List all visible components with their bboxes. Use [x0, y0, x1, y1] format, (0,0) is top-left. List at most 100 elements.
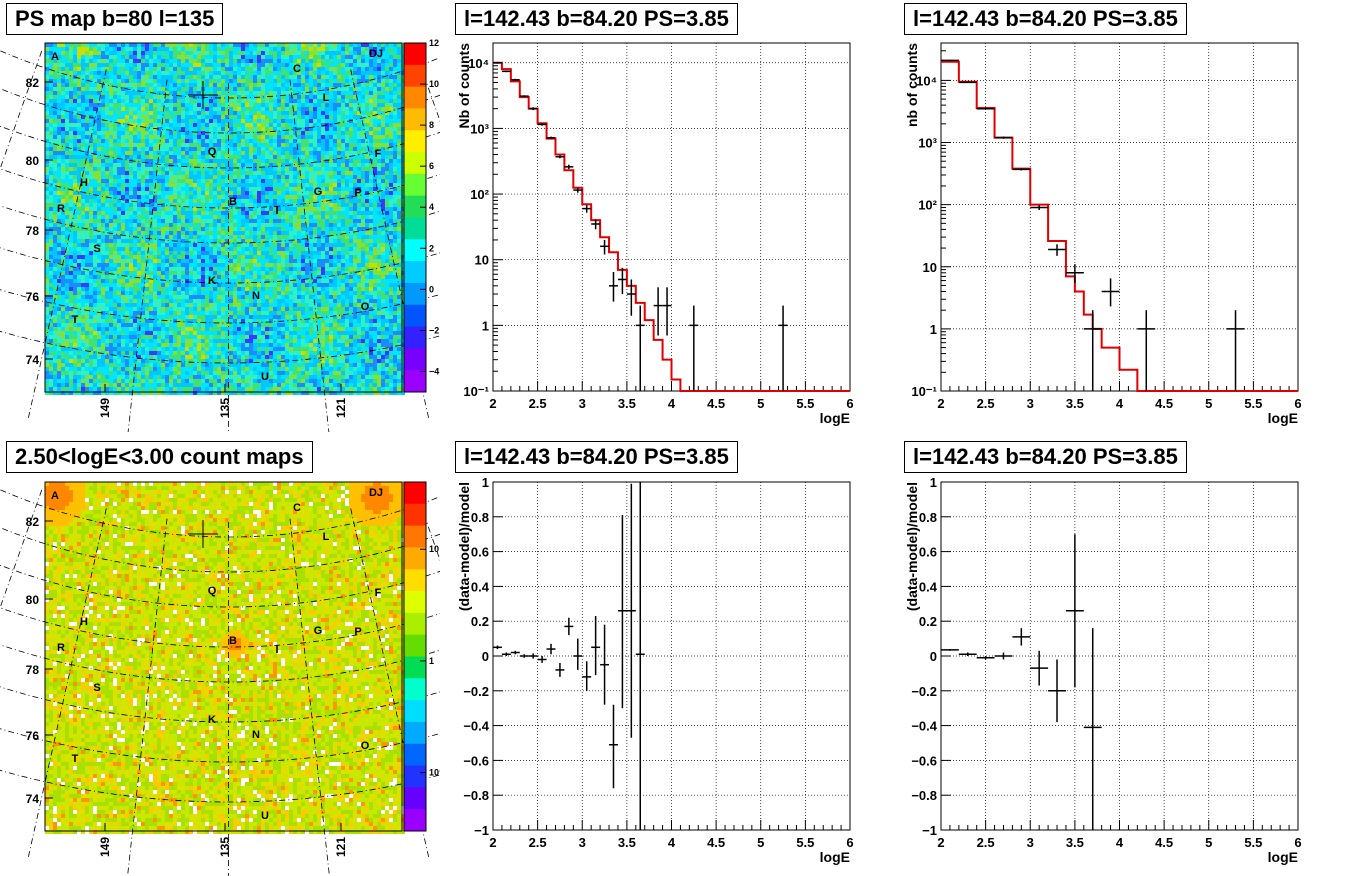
map-pixel	[217, 171, 221, 175]
map-pixel	[109, 239, 113, 243]
map-pixel	[209, 55, 213, 59]
map-pixel	[53, 175, 57, 179]
map-pixel	[377, 63, 381, 67]
map-pixel	[289, 151, 293, 155]
map-pixel	[93, 239, 97, 243]
map-pixel	[373, 179, 377, 183]
map-pixel	[257, 219, 261, 223]
map-pixel	[129, 75, 133, 79]
map-pixel	[117, 115, 121, 119]
map-pixel	[309, 67, 313, 71]
map-pixel	[249, 111, 253, 115]
map-pixel	[365, 251, 369, 255]
map-pixel	[261, 247, 265, 251]
map-pixel	[277, 143, 281, 147]
map-pixel	[365, 255, 369, 259]
map-pixel	[153, 67, 157, 71]
map-pixel	[145, 219, 149, 223]
map-pixel	[117, 163, 121, 167]
map-pixel	[313, 159, 317, 163]
map-pixel	[245, 47, 249, 51]
map-pixel	[45, 135, 49, 139]
map-pixel	[321, 231, 325, 235]
map-pixel	[229, 215, 233, 219]
map-pixel	[45, 71, 49, 75]
map-pixel	[237, 215, 241, 219]
map-pixel	[241, 155, 245, 159]
map-pixel	[45, 223, 49, 227]
map-pixel	[389, 63, 393, 67]
map-pixel	[61, 195, 65, 199]
map-pixel	[365, 111, 369, 115]
map-pixel	[49, 107, 53, 111]
map-pixel	[225, 235, 229, 239]
map-pixel	[293, 199, 297, 203]
map-pixel	[193, 231, 197, 235]
map-pixel	[397, 163, 401, 167]
map-pixel	[193, 83, 197, 87]
map-pixel	[353, 235, 357, 239]
map-pixel	[45, 59, 49, 63]
map-pixel	[125, 123, 129, 127]
map-pixel	[197, 43, 201, 47]
map-pixel	[389, 211, 393, 215]
map-pixel	[381, 159, 385, 163]
map-pixel	[117, 63, 121, 67]
map-pixel	[97, 55, 101, 59]
map-pixel	[325, 183, 329, 187]
map-pixel	[241, 127, 245, 131]
map-pixel	[69, 163, 73, 167]
map-pixel	[49, 163, 53, 167]
map-pixel	[89, 55, 93, 59]
map-pixel	[149, 235, 153, 239]
map-pixel	[97, 187, 101, 191]
map-pixel	[189, 191, 193, 195]
map-pixel	[213, 127, 217, 131]
map-pixel	[213, 251, 217, 255]
map-pixel	[293, 127, 297, 131]
map-pixel	[337, 75, 341, 79]
map-pixel	[345, 115, 349, 119]
map-pixel	[381, 115, 385, 119]
map-pixel	[293, 75, 297, 79]
map-pixel	[325, 231, 329, 235]
map-pixel	[181, 235, 185, 239]
map-pixel	[77, 131, 81, 135]
map-pixel	[133, 71, 137, 75]
map-pixel	[49, 207, 53, 211]
map-pixel	[313, 83, 317, 87]
map-pixel	[101, 115, 105, 119]
map-pixel	[289, 131, 293, 135]
map-pixel	[341, 251, 345, 255]
map-pixel	[177, 127, 181, 131]
map-pixel	[145, 55, 149, 59]
map-pixel	[401, 47, 405, 51]
map-pixel	[109, 95, 113, 99]
map-pixel	[109, 119, 113, 123]
map-pixel	[129, 187, 133, 191]
map-pixel	[273, 91, 277, 95]
map-pixel	[341, 239, 345, 243]
map-pixel	[305, 111, 309, 115]
map-pixel	[169, 231, 173, 235]
map-pixel	[345, 227, 349, 231]
map-pixel	[53, 83, 57, 87]
map-pixel	[361, 183, 365, 187]
map-pixel	[281, 247, 285, 251]
map-pixel	[69, 191, 73, 195]
map-pixel	[125, 163, 129, 167]
map-pixel	[185, 263, 189, 267]
map-pixel	[97, 67, 101, 71]
map-pixel	[313, 135, 317, 139]
map-pixel	[89, 67, 93, 71]
map-pixel	[61, 247, 65, 251]
map-pixel	[181, 219, 185, 223]
map-pixel	[373, 67, 377, 71]
map-pixel	[129, 167, 133, 171]
map-pixel	[317, 67, 321, 71]
map-pixel	[69, 219, 73, 223]
map-pixel	[217, 147, 221, 151]
map-pixel	[197, 123, 201, 127]
map-pixel	[345, 191, 349, 195]
map-pixel	[137, 55, 141, 59]
